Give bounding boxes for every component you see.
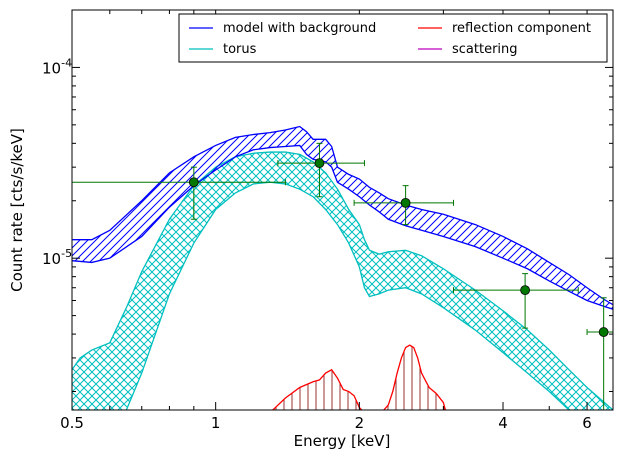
x-tick-label-0: 0.5 [60,414,84,432]
reflection-component-fill [272,345,446,410]
model-with-background-lower-line [72,144,613,310]
y-axis-title: Count rate [cts/s/keV] [8,128,26,292]
y-tick-exponent-1: -4 [61,56,72,69]
torus-lower-line [124,181,570,410]
legend-box [178,13,608,63]
x-tick-label-3: 4 [498,414,508,432]
data-point-4-marker [598,327,609,337]
y-tick-exponent-0: -5 [61,247,72,260]
legend-label-model: model with background [223,21,376,36]
torus-band-fill [72,152,613,410]
data-point-2-marker [400,197,411,208]
reflection-component-line [271,344,447,410]
legend: model with background torus reflection c… [178,13,608,63]
x-tick-label-4: 6 [582,414,592,432]
data-point-1-marker [314,158,325,169]
x-tick-label-1: 1 [211,414,221,432]
x-axis-title: Energy [keV] [294,432,391,450]
legend-label-reflection: reflection component [452,21,591,36]
series-layer [72,125,613,410]
data-points-layer [72,142,613,410]
legend-label-scattering: scattering [452,42,518,57]
x-tick-label-2: 2 [355,414,365,432]
model-with-background-band-fill [72,126,613,310]
torus-upper-line [72,151,613,410]
y-tick-label-1: 10-4 [42,56,72,77]
plot-frame [71,9,614,411]
model-with-background-upper-line [72,125,613,306]
data-point-3-marker [520,285,531,296]
data-point-0-marker [188,177,199,188]
y-tick-label-0: 10-5 [42,247,72,268]
legend-label-torus: torus [223,42,257,57]
